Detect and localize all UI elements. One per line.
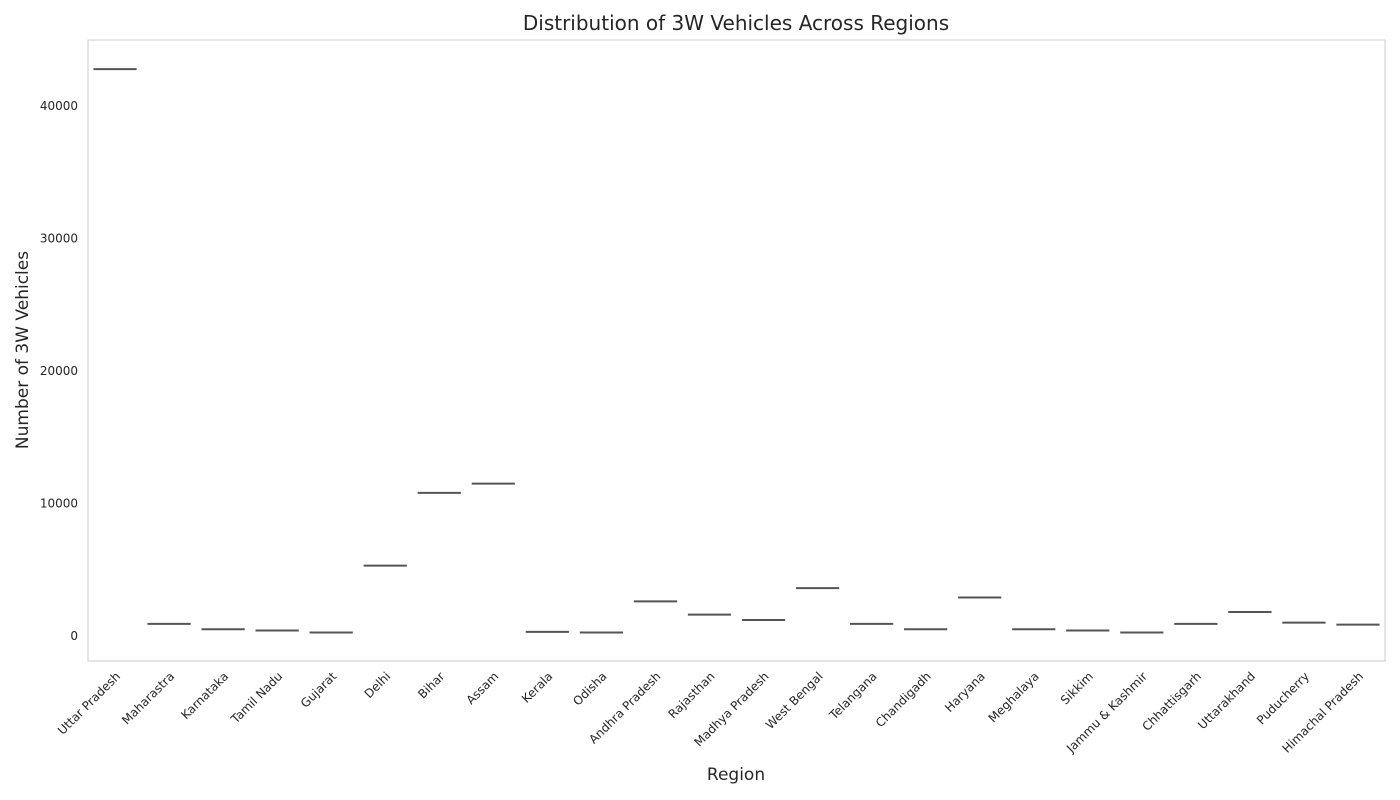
x-tick-label: Haryana: [942, 669, 988, 715]
x-tick-label: Meghalaya: [986, 669, 1042, 725]
x-tick-label: Bihar: [415, 669, 447, 701]
x-tick-label: Karnataka: [178, 669, 231, 722]
x-axis-title: Region: [707, 765, 765, 785]
chart-title: Distribution of 3W Vehicles Across Regio…: [523, 11, 949, 35]
x-tick-label: Kerala: [519, 669, 556, 706]
y-tick-label: 30000: [40, 232, 78, 246]
y-tick-label: 40000: [40, 99, 78, 113]
y-tick-label: 20000: [40, 364, 78, 378]
x-tick-label: Assam: [463, 669, 501, 707]
x-tick-label: Tamil Nadu: [228, 669, 286, 727]
y-tick-labels: 0 10000 20000 30000 40000: [40, 99, 78, 643]
x-tick-label: Telangana: [826, 669, 880, 723]
x-tick-label: Uttar Pradesh: [55, 669, 123, 737]
y-tick-label: 0: [70, 629, 78, 643]
y-tick-label: 10000: [40, 496, 78, 510]
x-tick-label: Rajasthan: [666, 669, 718, 721]
x-tick-label: Delhi: [362, 669, 394, 701]
box-marks: [93, 68, 1380, 634]
x-tick-label: Chandigadh: [873, 669, 934, 730]
x-tick-label: Gujarat: [298, 669, 340, 711]
x-tick-label: Maharastra: [119, 669, 177, 727]
x-tick-label: Uttarakhand: [1195, 669, 1258, 732]
x-tick-label: Puducherry: [1254, 669, 1312, 727]
x-tick-label: Sikkim: [1058, 669, 1096, 707]
x-tick-label: Odisha: [570, 669, 609, 708]
x-tick-label: West Bengal: [763, 669, 826, 732]
y-axis-title: Number of 3W Vehicles: [13, 251, 33, 449]
plot-area: [87, 39, 1386, 662]
